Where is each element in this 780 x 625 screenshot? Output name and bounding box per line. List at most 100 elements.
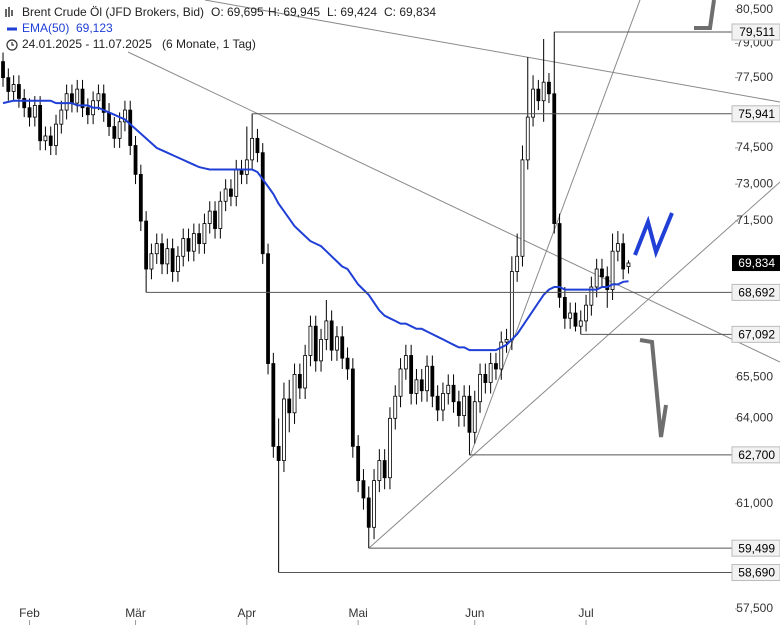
candle-body: [494, 363, 498, 370]
candle-body: [213, 210, 217, 229]
candle-body: [377, 460, 382, 482]
candle-body: [112, 126, 117, 139]
candle-body: [218, 200, 223, 229]
trend-line: [127, 51, 780, 363]
candle-body: [54, 123, 58, 146]
candle-body: [117, 121, 122, 139]
candle-body: [552, 93, 557, 224]
level-label: 62,700: [738, 448, 775, 462]
level-label: 58,690: [738, 566, 775, 580]
x-tick-label: Jul: [578, 606, 593, 620]
candle-body: [605, 276, 610, 290]
candle-body: [80, 88, 85, 109]
date-range: 24.01.2025 - 11.07.2025: [22, 37, 152, 51]
level-box: [731, 23, 780, 41]
x-tick-label: Jun: [465, 606, 484, 620]
candle-body: [372, 480, 376, 528]
candle-body: [101, 93, 106, 113]
candle-body: [557, 223, 562, 298]
x-tick-label: Apr: [237, 606, 256, 620]
level-label: 68,692: [738, 286, 775, 300]
candle-body: [366, 497, 371, 528]
candle-body: [462, 395, 467, 416]
candle-body: [483, 373, 488, 383]
arrow-up-blue: [633, 212, 674, 259]
candle-body: [589, 286, 594, 306]
ohlc-open: O: 69,695: [211, 5, 264, 19]
candle-icon: [5, 7, 13, 17]
level-label: 67,092: [738, 328, 775, 342]
candle-body: [6, 77, 11, 92]
y-tick-label: 80,500: [736, 2, 773, 16]
candle-body: [472, 401, 477, 433]
candle-body: [38, 104, 43, 142]
level-label: 59,499: [738, 541, 775, 555]
candle-body: [229, 188, 233, 197]
candle-body: [160, 243, 164, 265]
candle-body: [536, 88, 541, 102]
candle-body: [170, 248, 175, 272]
y-tick-label: 61,000: [736, 496, 773, 510]
candle-body: [138, 173, 143, 222]
candle-body: [525, 116, 530, 161]
candle-body: [451, 384, 456, 403]
candle-body: [181, 238, 186, 257]
candle-body: [223, 188, 228, 202]
candle-body: [356, 445, 361, 482]
y-tick-label: 77,500: [736, 70, 773, 84]
candle-body: [1, 61, 5, 79]
y-tick-label: 74,500: [736, 140, 773, 154]
candle-body: [149, 253, 154, 270]
candle-body: [594, 268, 599, 288]
candle-body: [244, 159, 249, 175]
y-tick-label: 73,000: [736, 176, 773, 190]
candle-body: [621, 243, 626, 270]
candle-body: [573, 312, 578, 327]
candle-body: [446, 384, 451, 394]
candle-body: [313, 325, 318, 362]
candle-body: [398, 368, 403, 397]
y-tick-label: 57,500: [736, 601, 773, 615]
candle-body: [282, 398, 286, 461]
candle-body: [22, 98, 27, 109]
candle-body: [70, 93, 74, 104]
candle-body: [562, 296, 567, 319]
candle-body: [128, 109, 133, 146]
candle-body: [297, 373, 302, 389]
candle-body: [520, 159, 525, 257]
candle-body: [324, 320, 329, 340]
candle-body: [319, 339, 323, 362]
candle-body: [584, 304, 588, 322]
candle-body: [287, 398, 292, 414]
candle-body: [17, 84, 21, 99]
candle-body: [255, 137, 260, 154]
candle-body: [96, 93, 101, 102]
level-label: 75,941: [738, 107, 775, 121]
last-price-box: [732, 255, 780, 272]
candle-body: [409, 355, 414, 394]
candle-body: [11, 84, 16, 92]
candle-body: [361, 480, 366, 499]
trend-line: [368, 181, 780, 549]
candle-body: [308, 325, 313, 356]
candle-body: [600, 268, 604, 278]
candle-body: [488, 363, 493, 383]
candle-body: [207, 210, 212, 224]
candle-body: [441, 393, 445, 411]
candle-body: [467, 395, 472, 433]
candle-body: [350, 368, 355, 447]
candle-body: [509, 271, 514, 340]
candle-body: [123, 109, 127, 123]
ohlc-low: L: 69,424: [327, 5, 377, 19]
candle-body: [345, 357, 350, 370]
candle-body: [64, 93, 69, 111]
candle-body: [382, 460, 387, 479]
level-box: [731, 564, 780, 582]
candle-body: [186, 238, 191, 252]
trend-line: [204, 0, 780, 103]
ohlc-close: C: 69,834: [384, 5, 436, 19]
candle-body: [419, 379, 424, 392]
candle-body: [547, 81, 551, 95]
candle-body: [329, 320, 334, 351]
ohlc-high: H: 69,945: [268, 5, 320, 19]
